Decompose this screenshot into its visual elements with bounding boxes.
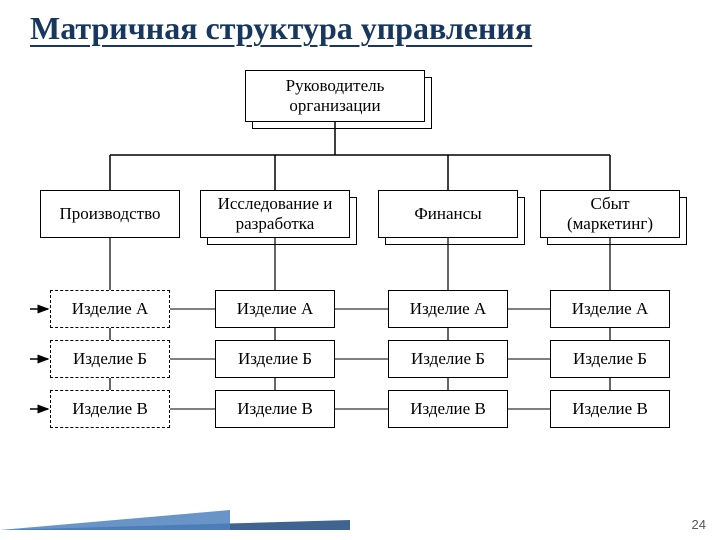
- product-cell: Изделие В: [550, 390, 670, 428]
- head-label: Руководитель организации: [252, 76, 418, 115]
- dept-label: Исследование и разработка: [207, 194, 343, 233]
- head-box: Руководитель организации: [245, 70, 425, 122]
- product-cell: Изделие А: [215, 290, 335, 328]
- product-cell: Изделие В: [388, 390, 508, 428]
- accent-shape-light: [0, 510, 230, 530]
- cell-label: Изделие А: [410, 299, 487, 319]
- product-cell: Изделие А: [550, 290, 670, 328]
- product-cell: Изделие Б: [50, 340, 170, 378]
- product-cell: Изделие В: [50, 390, 170, 428]
- page-number: 24: [692, 517, 706, 532]
- org-diagram: Руководитель организации Производство Ис…: [30, 70, 690, 490]
- product-cell: Изделие Б: [550, 340, 670, 378]
- cell-label: Изделие Б: [411, 349, 485, 369]
- dept-label: Сбыт (маркетинг): [547, 194, 673, 233]
- product-cell: Изделие А: [388, 290, 508, 328]
- cell-label: Изделие В: [410, 399, 486, 419]
- product-cell: Изделие А: [50, 290, 170, 328]
- cell-label: Изделие В: [237, 399, 313, 419]
- dept-sales: Сбыт (маркетинг): [540, 190, 680, 238]
- cell-label: Изделие В: [72, 399, 148, 419]
- product-cell: Изделие Б: [388, 340, 508, 378]
- cell-label: Изделие А: [572, 299, 649, 319]
- dept-production: Производство: [40, 190, 180, 238]
- cell-label: Изделие Б: [238, 349, 312, 369]
- product-cell: Изделие Б: [215, 340, 335, 378]
- product-cell: Изделие В: [215, 390, 335, 428]
- dept-label: Финансы: [414, 204, 481, 224]
- cell-label: Изделие В: [572, 399, 648, 419]
- cell-label: Изделие А: [237, 299, 314, 319]
- dept-finance: Финансы: [378, 190, 518, 238]
- cell-label: Изделие А: [72, 299, 149, 319]
- cell-label: Изделие Б: [573, 349, 647, 369]
- page-title: Матричная структура управления: [0, 0, 720, 47]
- cell-label: Изделие Б: [73, 349, 147, 369]
- dept-label: Производство: [59, 204, 160, 224]
- dept-research: Исследование и разработка: [200, 190, 350, 238]
